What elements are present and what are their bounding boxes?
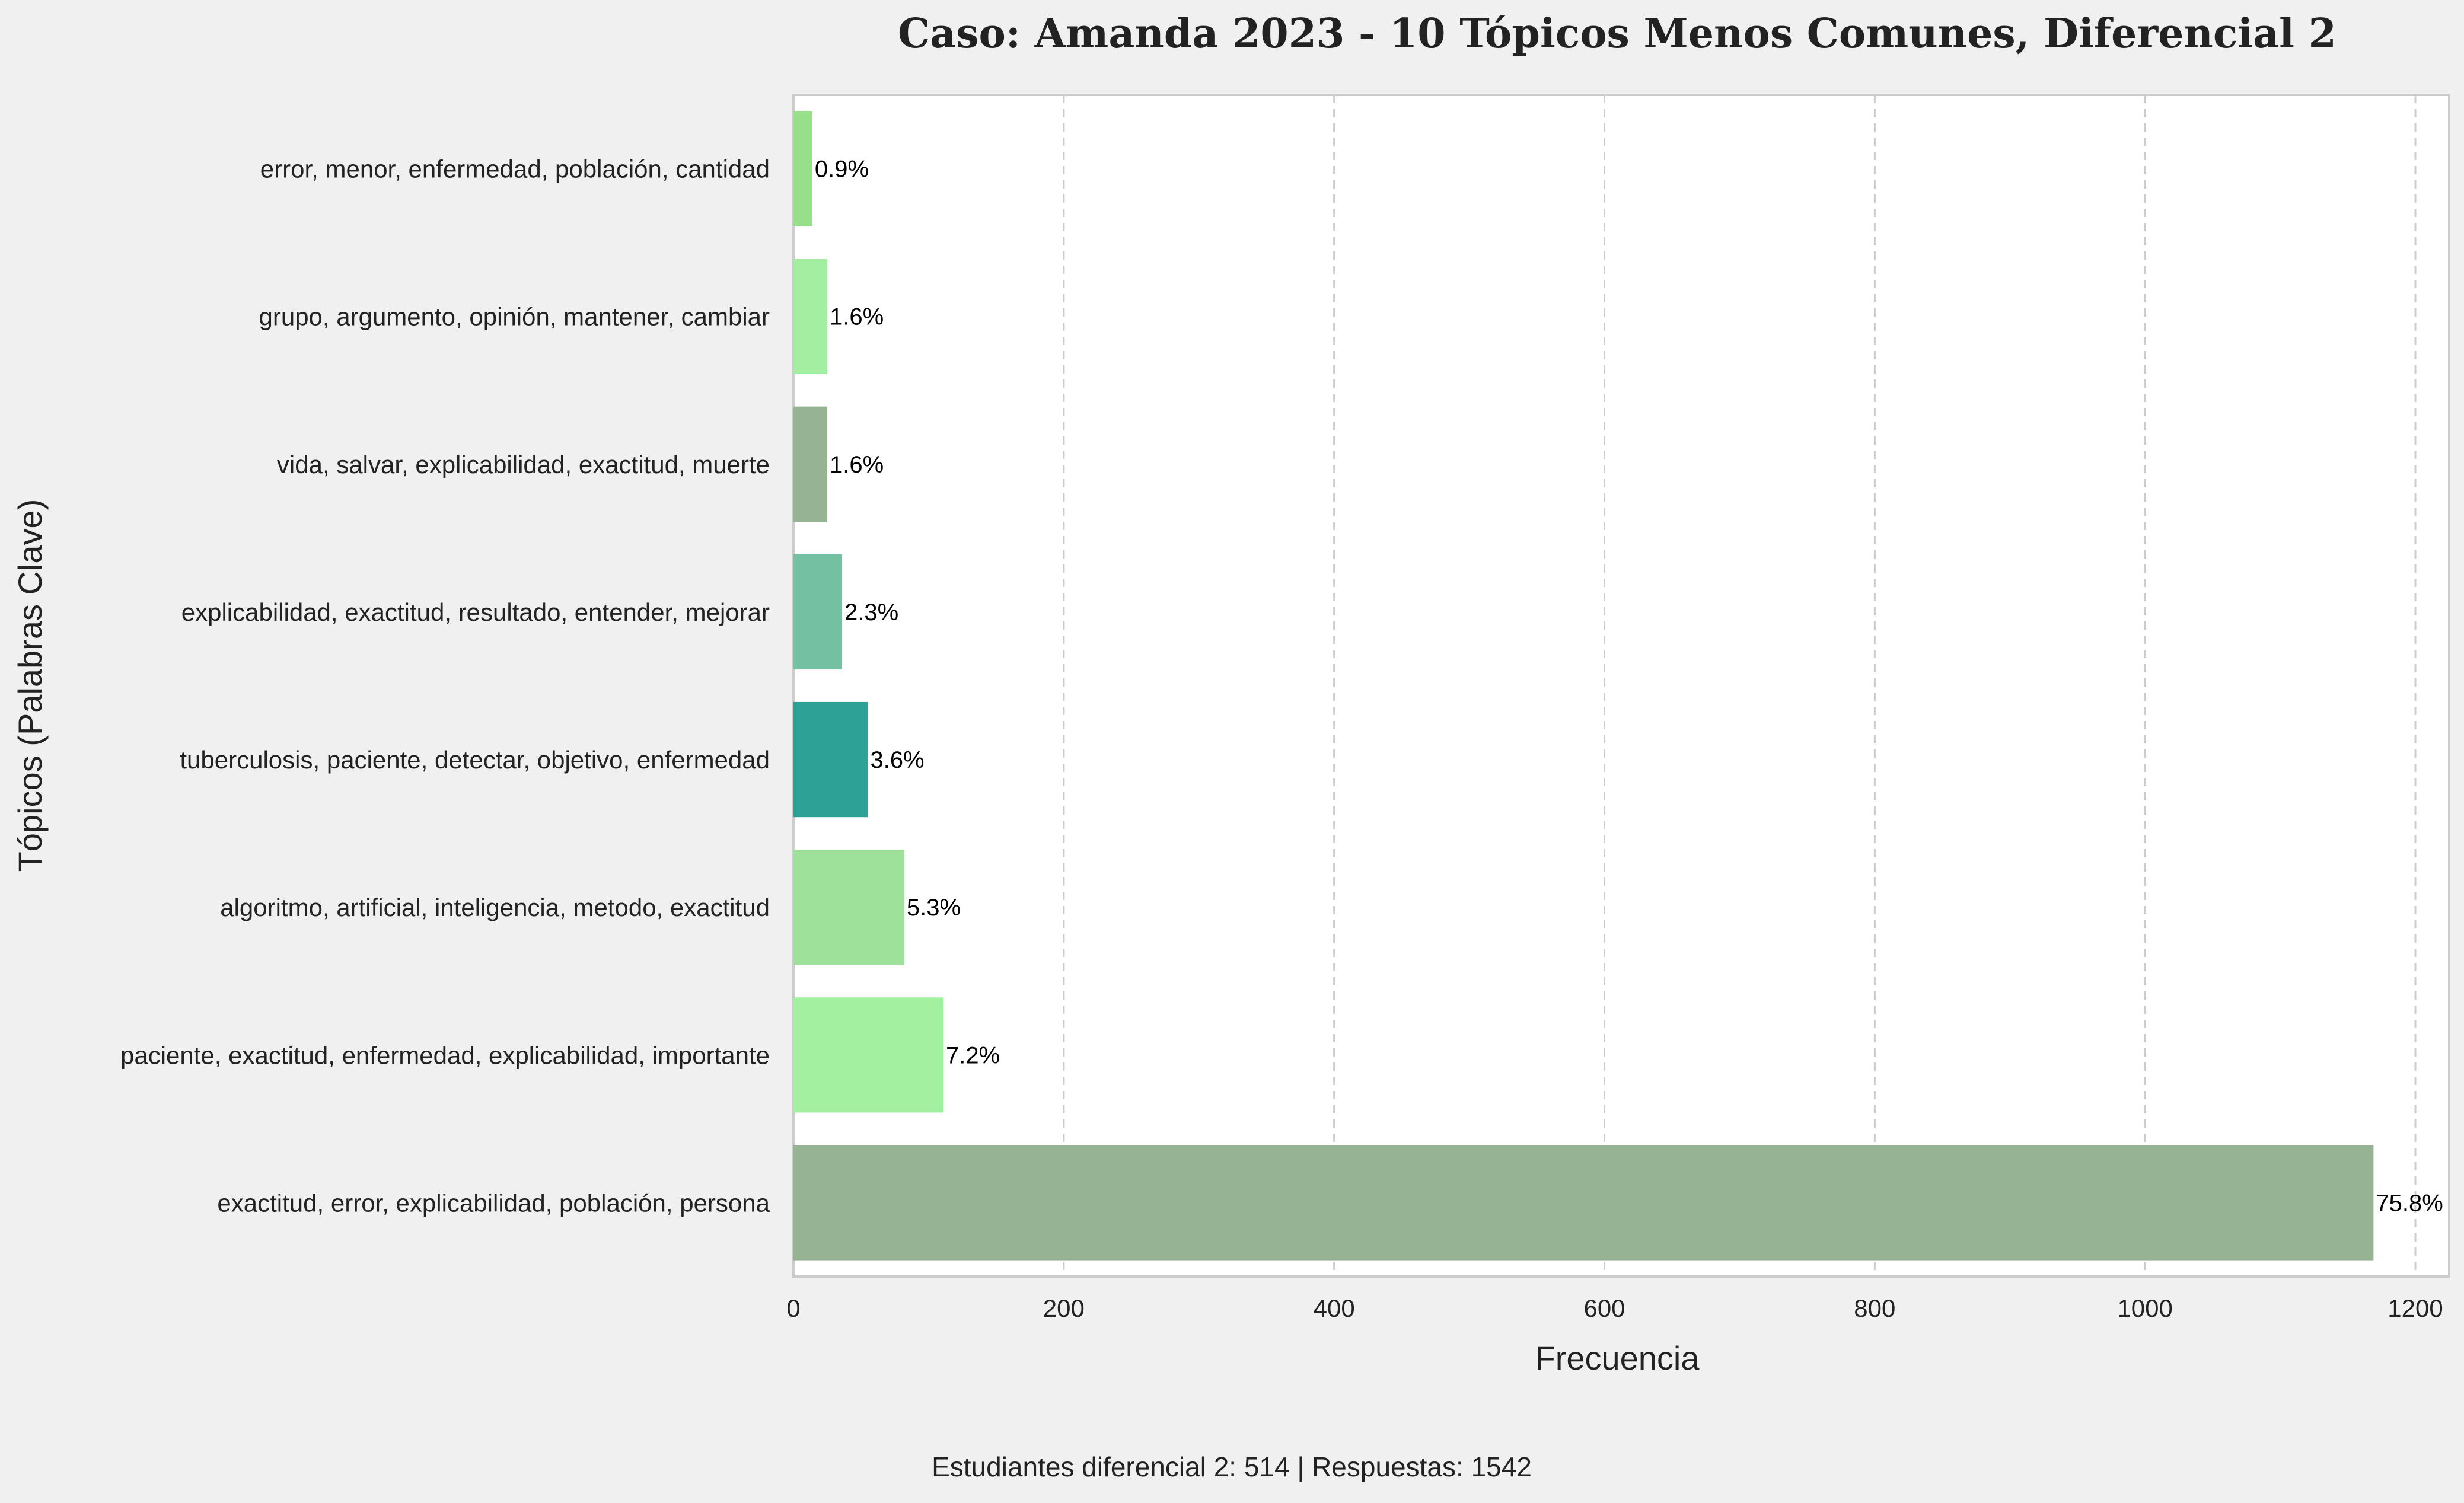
bar	[793, 111, 812, 226]
x-tick-label: 400	[1314, 1294, 1355, 1322]
x-tick-label: 600	[1583, 1294, 1625, 1322]
x-tick-label: 200	[1043, 1294, 1085, 1322]
category-label: error, menor, enfermedad, población, can…	[260, 155, 770, 183]
bar	[793, 406, 827, 522]
bar	[793, 850, 904, 965]
bar	[793, 259, 827, 374]
x-tick-labels: 0 200 400 600 800 1000 1200	[786, 1294, 2443, 1322]
chart-title: Caso: Amanda 2023 - 10 Tópicos Menos Com…	[898, 10, 2337, 58]
x-tick-label: 1000	[2117, 1294, 2172, 1322]
bar	[793, 997, 943, 1113]
category-label: vida, salvar, explicabilidad, exactitud,…	[277, 451, 770, 478]
data-label: 3.6%	[870, 747, 924, 773]
bars	[793, 111, 2374, 1261]
x-tick-label: 0	[786, 1294, 800, 1322]
category-label: tuberculosis, paciente, detectar, objeti…	[180, 746, 770, 774]
data-labels: 0.9% 1.6% 1.6% 2.3% 3.6% 5.3% 7.2% 75.8%	[815, 157, 2443, 1217]
plot-area	[792, 94, 2450, 1278]
y-axis-label: Tópicos (Palabras Clave)	[11, 499, 49, 872]
bar	[793, 554, 843, 670]
data-label: 1.6%	[830, 452, 884, 478]
data-label: 1.6%	[830, 304, 884, 330]
data-label: 7.2%	[946, 1042, 1000, 1068]
category-label: paciente, exactitud, enfermedad, explica…	[120, 1041, 770, 1069]
category-labels: error, menor, enfermedad, población, can…	[120, 155, 770, 1217]
data-label: 2.3%	[844, 599, 898, 626]
bar	[793, 1145, 2374, 1261]
category-label: algoritmo, artificial, inteligencia, met…	[220, 893, 770, 921]
grid-lines	[1063, 95, 2417, 1277]
data-label: 75.8%	[2376, 1190, 2443, 1216]
footer-summary: Estudiantes diferencial 2: 514 | Respues…	[932, 1451, 1532, 1482]
x-tick-label: 1200	[2388, 1294, 2443, 1322]
category-label: exactitud, error, explicabilidad, poblac…	[217, 1189, 770, 1217]
category-label: explicabilidad, exactitud, resultado, en…	[181, 598, 770, 626]
x-tick-label: 800	[1854, 1294, 1895, 1322]
category-label: grupo, argumento, opinión, mantener, cam…	[259, 303, 770, 331]
data-label: 5.3%	[907, 895, 961, 921]
bar	[793, 701, 868, 818]
data-label: 0.9%	[815, 157, 869, 183]
x-axis-label: Frecuencia	[1535, 1339, 1700, 1377]
